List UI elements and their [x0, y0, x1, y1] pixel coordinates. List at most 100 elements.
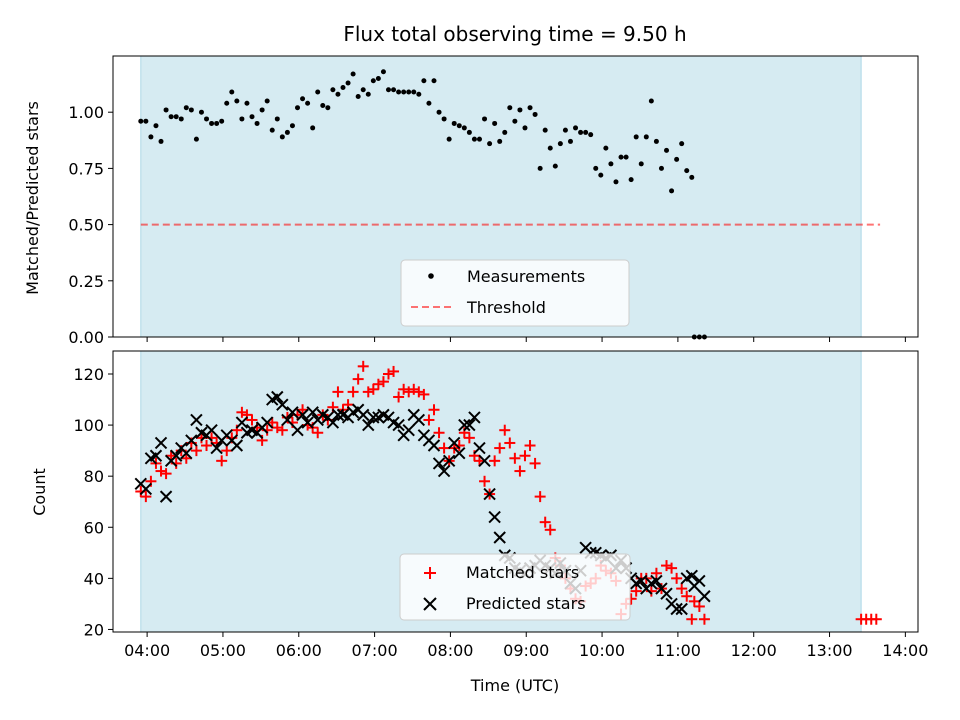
bottom-axis-ticks: 04:00 05:00 06:00 07:00 08:00 09:00 10:00 11:00…	[73, 351, 928, 660]
measurement-point	[466, 129, 472, 135]
predicted-marker-b	[326, 416, 340, 429]
predicted-star-point	[437, 464, 451, 478]
predicted-star-point	[463, 418, 476, 432]
measurement-point	[345, 80, 351, 86]
matched-star-point	[377, 376, 389, 388]
predicted-star-point	[180, 446, 193, 460]
matched-star-point	[347, 386, 359, 398]
predicted-marker-b	[458, 418, 471, 432]
measurement-point	[684, 168, 690, 174]
measurement-point	[274, 116, 280, 122]
measurement-point	[396, 89, 402, 95]
matched-star-point	[357, 360, 369, 372]
predicted-marker-b	[190, 413, 203, 427]
measurement-point	[431, 78, 437, 84]
matched-star-point	[661, 560, 673, 572]
predicted-star-point	[210, 441, 223, 455]
predicted-marker-b	[685, 569, 698, 583]
predicted-marker-b	[650, 574, 663, 588]
predicted-star-point	[271, 390, 284, 404]
measurement-point	[482, 116, 488, 122]
measurement-point	[567, 138, 573, 144]
measurement-point	[487, 141, 493, 147]
measurement-point	[234, 98, 240, 104]
matched-star-point	[666, 562, 678, 574]
measurement-point	[446, 136, 452, 142]
chart-title: Flux total observing time = 9.50 h	[343, 22, 686, 46]
matched-star-point	[297, 404, 309, 416]
measurement-point	[476, 136, 482, 142]
predicted-marker-b	[281, 413, 294, 427]
x-tick-label: 06:00	[276, 641, 322, 660]
matched-star-point	[216, 455, 228, 467]
measurement-point	[259, 107, 265, 113]
matched-star-point	[509, 452, 521, 464]
measurement-point	[305, 100, 311, 106]
measurement-point	[365, 91, 371, 97]
matched-star-point	[870, 613, 882, 625]
measurement-point	[310, 125, 316, 131]
matched-star-point	[276, 424, 288, 436]
predicted-marker-b	[367, 411, 380, 424]
x-tick-label: 13:00	[806, 641, 852, 660]
matched-star-point	[413, 386, 425, 398]
measurement-point	[229, 89, 235, 95]
measurement-point	[507, 105, 513, 111]
measurement-point	[239, 116, 245, 122]
measurement-point	[608, 161, 614, 167]
measurements-series	[138, 69, 707, 340]
matched-star-point	[499, 424, 511, 436]
matched-star-point	[686, 613, 698, 625]
measurement-point	[375, 75, 381, 81]
predicted-star-point	[149, 449, 163, 462]
measurement-point	[527, 105, 533, 111]
measurement-point	[330, 87, 336, 93]
predicted-star-point	[159, 490, 173, 503]
measurement-point	[664, 147, 670, 153]
predicted-marker-b	[286, 406, 299, 419]
matched-star-point	[698, 613, 710, 625]
predicted-star-point	[698, 590, 711, 603]
predicted-marker-b	[493, 531, 506, 544]
measurement-point	[547, 145, 553, 151]
predicted-marker-b	[453, 446, 466, 460]
x-tick-label: 05:00	[200, 641, 246, 660]
predicted-star-point	[281, 413, 294, 427]
measurement-point	[254, 120, 260, 126]
measurement-point	[492, 120, 498, 126]
measurement-point	[224, 100, 230, 106]
matched-star-point	[352, 373, 364, 385]
matched-star-point	[236, 406, 248, 418]
predicted-star-point	[357, 408, 370, 422]
matched-star-point	[489, 455, 501, 467]
predicted-star-point	[675, 602, 688, 616]
measurement-point	[669, 188, 675, 194]
matched-star-point	[398, 383, 410, 395]
matched-star-point	[514, 465, 526, 477]
y-tick-label: 0.75	[68, 159, 104, 178]
y-tick-label: 80	[84, 467, 104, 486]
measurement-point	[385, 87, 391, 93]
legend-predicted-label: Predicted stars	[466, 594, 586, 613]
predicted-marker-b	[448, 436, 461, 450]
predicted-marker-b	[698, 590, 711, 603]
predicted-star-point	[331, 408, 345, 422]
measurement-point	[264, 98, 270, 104]
matched-star-point	[544, 524, 556, 536]
predicted-star-point	[468, 411, 481, 424]
measurement-point	[193, 136, 199, 142]
measurement-point	[689, 174, 695, 180]
predicted-star-point	[427, 439, 441, 452]
predicted-star-point	[185, 434, 198, 447]
measurement-point	[557, 141, 563, 147]
predicted-star-point	[453, 446, 466, 460]
predicted-marker-b	[412, 413, 426, 427]
top-legend: Measurements Threshold	[400, 259, 630, 327]
measurement-point	[618, 154, 624, 160]
matched-star-point	[438, 442, 450, 454]
y-tick-label: 0.50	[68, 216, 104, 235]
predicted-marker-b	[296, 408, 309, 422]
predicted-marker-b	[271, 390, 284, 404]
predicted-marker-b	[442, 454, 456, 468]
top-panel-ratio: 0.00 0.25 0.50 0.75 1.00 Matched/Predicted s…	[23, 55, 919, 347]
